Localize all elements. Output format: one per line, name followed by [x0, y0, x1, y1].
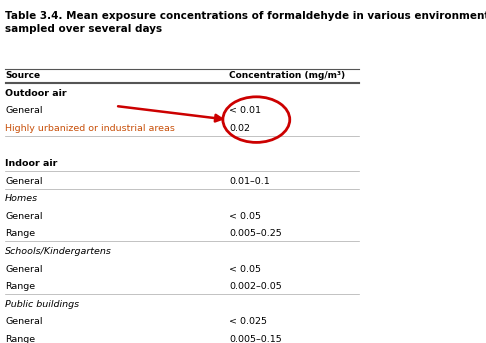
Text: Public buildings: Public buildings [5, 300, 79, 309]
Text: Source: Source [5, 71, 40, 80]
Text: General: General [5, 264, 42, 274]
Text: < 0.01: < 0.01 [229, 106, 261, 115]
Text: Highly urbanized or industrial areas: Highly urbanized or industrial areas [5, 124, 175, 133]
Text: Outdoor air: Outdoor air [5, 89, 67, 98]
Text: < 0.025: < 0.025 [229, 317, 267, 326]
Text: Range: Range [5, 335, 35, 343]
Text: 0.002–0.05: 0.002–0.05 [229, 282, 282, 291]
Text: General: General [5, 177, 42, 186]
Text: Schools/Kindergartens: Schools/Kindergartens [5, 247, 112, 256]
Text: 0.005–0.15: 0.005–0.15 [229, 335, 282, 343]
Text: Range: Range [5, 229, 35, 238]
Text: Homes: Homes [5, 194, 38, 203]
Text: 0.01–0.1: 0.01–0.1 [229, 177, 270, 186]
Text: Table 3.4. Mean exposure concentrations of formaldehyde in various environments,: Table 3.4. Mean exposure concentrations … [5, 11, 486, 34]
Text: General: General [5, 212, 42, 221]
Text: 0.005–0.25: 0.005–0.25 [229, 229, 282, 238]
Text: General: General [5, 317, 42, 326]
Text: General: General [5, 106, 42, 115]
Text: Indoor air: Indoor air [5, 159, 57, 168]
Text: 0.02: 0.02 [229, 124, 250, 133]
Text: Range: Range [5, 282, 35, 291]
Text: < 0.05: < 0.05 [229, 212, 261, 221]
Text: Concentration (mg/m³): Concentration (mg/m³) [229, 71, 346, 80]
Text: < 0.05: < 0.05 [229, 264, 261, 274]
